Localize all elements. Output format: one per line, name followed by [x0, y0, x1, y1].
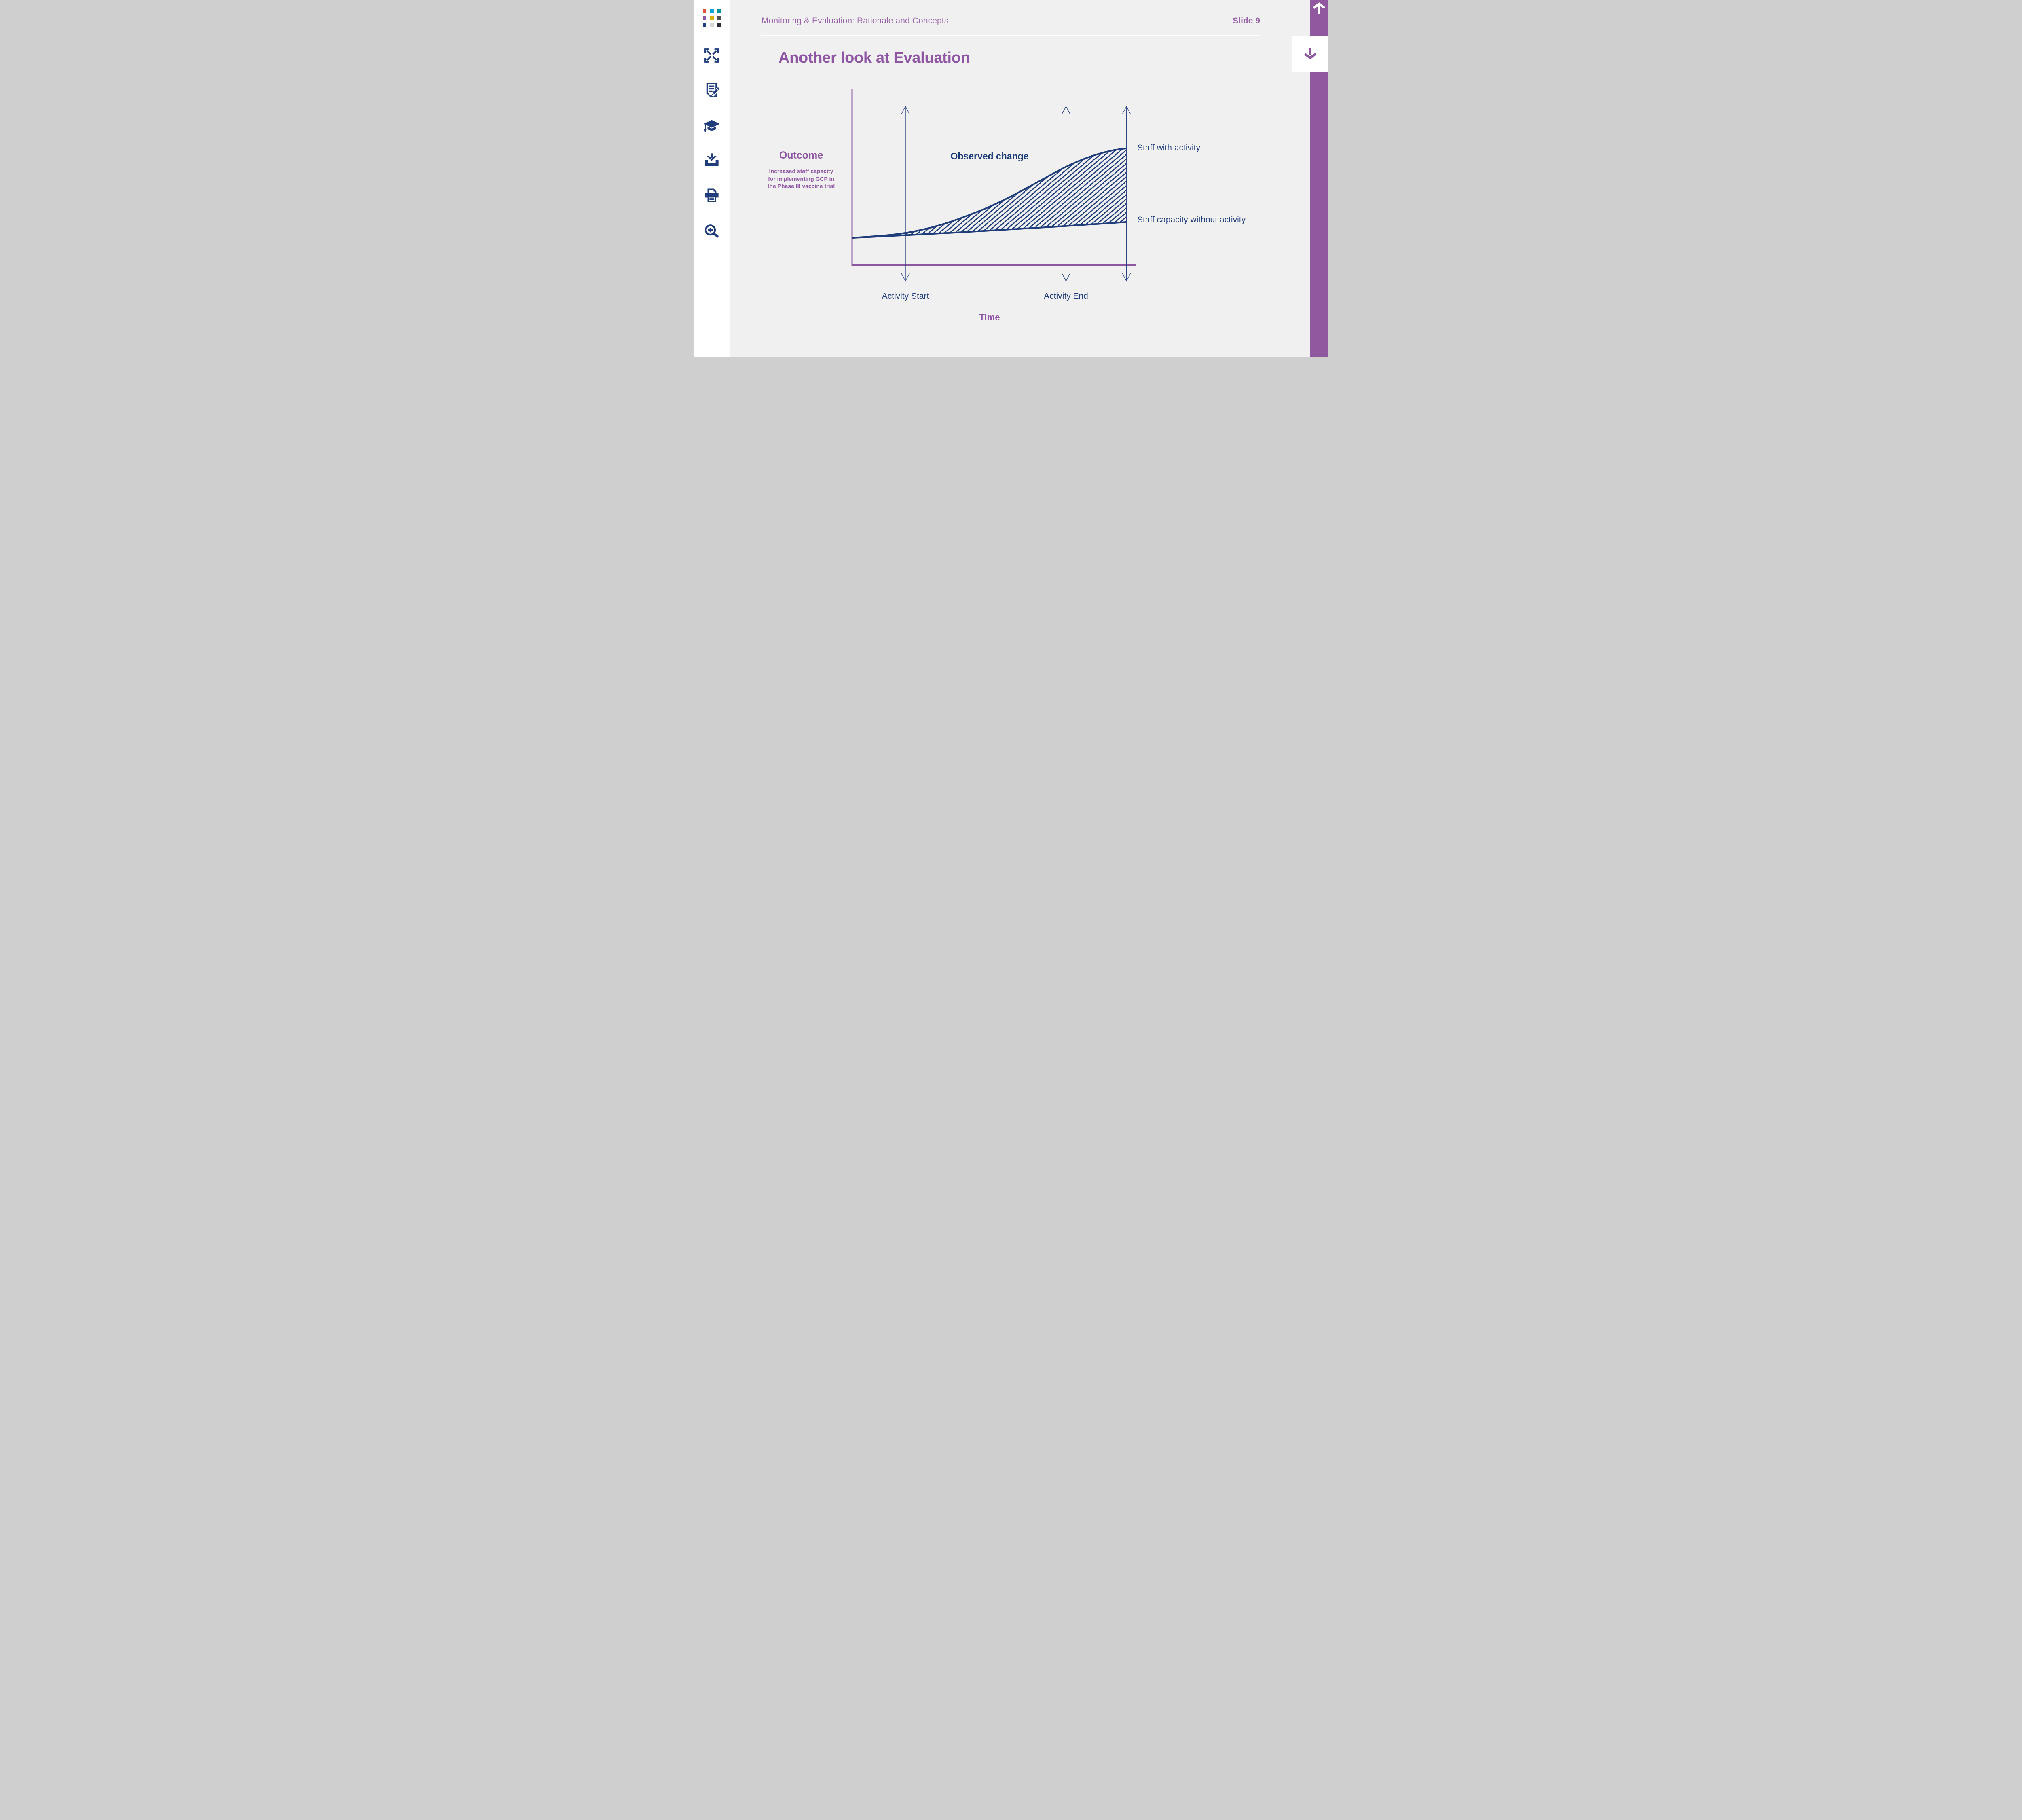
logo-square — [703, 9, 706, 13]
logo-square — [717, 23, 721, 27]
sidebar — [694, 0, 730, 357]
activity-start-marker — [901, 106, 910, 282]
logo-square — [703, 16, 706, 20]
slide-number: Slide 9 — [1233, 16, 1260, 25]
outcome-note-line: Increased staff capacity — [769, 168, 833, 174]
notes-icon — [706, 83, 720, 97]
staff-with-activity-curve — [852, 148, 1127, 239]
activity-end-label: Activity End — [1044, 292, 1088, 301]
print-button[interactable] — [694, 185, 730, 206]
page-title: Another look at Evaluation — [778, 49, 970, 66]
brand-logo — [703, 9, 721, 27]
course-player-window: Monitoring & Evaluation: Rationale and C… — [694, 0, 1328, 357]
observed-change-label: Observed change — [950, 151, 1029, 161]
notes-button[interactable] — [694, 79, 730, 100]
next-slide-button[interactable] — [1304, 47, 1316, 59]
print-icon — [705, 188, 719, 202]
outcome-axis-label: Outcome — [779, 150, 823, 161]
staff-with-activity-label: Staff with activity — [1137, 143, 1201, 152]
fullscreen-button[interactable] — [694, 45, 730, 66]
logo-square — [710, 16, 714, 20]
staff-without-activity-label: Staff capacity without activity — [1137, 215, 1246, 224]
zoom-in-icon — [704, 224, 719, 238]
outcome-note-line: for implementing GCP in — [768, 175, 834, 182]
activity-end-marker — [1062, 106, 1070, 282]
course-title: Monitoring & Evaluation: Rationale and C… — [761, 16, 949, 25]
arrow-up-icon — [1313, 2, 1325, 14]
logo-square — [717, 9, 721, 13]
outcome-note-line: the Phase III vaccine trial — [767, 183, 835, 189]
previous-slide-button[interactable] — [1313, 2, 1325, 15]
download-button[interactable] — [694, 150, 730, 171]
activity-start-label: Activity Start — [882, 292, 929, 301]
logo-square — [710, 9, 714, 13]
series-end-marker — [1122, 106, 1131, 282]
logo-square — [717, 16, 721, 20]
next-slide-panel — [1292, 36, 1328, 72]
time-axis-label: Time — [979, 312, 1000, 322]
outcome-note: Increased staff capacity for implementin… — [759, 167, 844, 190]
graduation-cap-icon — [702, 119, 721, 132]
download-icon — [705, 153, 719, 166]
learning-resources-button[interactable] — [694, 115, 730, 136]
expand-fullscreen-icon — [704, 48, 719, 63]
logo-square — [703, 23, 706, 27]
staff-without-activity-curve — [852, 221, 1127, 239]
header-divider — [761, 35, 1260, 36]
arrow-down-icon — [1304, 48, 1316, 59]
logo-square — [710, 23, 714, 27]
zoom-in-button[interactable] — [694, 221, 730, 242]
observed-change-area — [852, 148, 1126, 238]
